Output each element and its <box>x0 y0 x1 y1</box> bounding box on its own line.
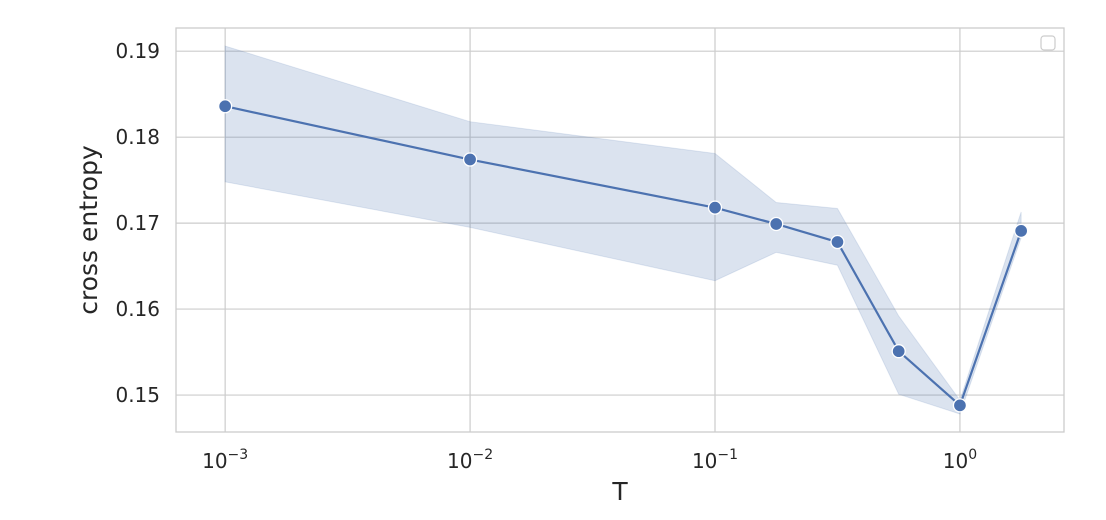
legend-box <box>1040 35 1056 51</box>
y-tick-label: 0.18 <box>115 125 160 149</box>
data-points <box>217 99 1029 413</box>
y-axis-title: cross entropy <box>74 145 103 315</box>
x-axis-title: T <box>611 477 628 506</box>
data-point <box>462 152 478 167</box>
series-line <box>224 105 1023 408</box>
x-tick-label: 10−1 <box>692 447 738 473</box>
y-tick-label: 0.15 <box>115 383 160 407</box>
data-point <box>952 398 968 413</box>
x-tick-label: 100 <box>943 447 977 473</box>
grid <box>176 28 1064 432</box>
data-point <box>830 234 845 250</box>
data-point <box>769 216 784 232</box>
data-point <box>707 200 723 215</box>
series-polyline <box>224 105 1023 408</box>
plot-area <box>176 28 1064 432</box>
x-tick-label: 10−3 <box>202 447 248 473</box>
plot-frame <box>175 27 1065 433</box>
x-tick-labels: 10−3 10−2 10−1 100 <box>202 447 977 473</box>
x-tick-label: 10−2 <box>447 447 493 473</box>
data-point <box>891 344 906 359</box>
data-point <box>217 99 233 114</box>
y-tick-label: 0.19 <box>115 39 160 63</box>
y-tick-label: 0.17 <box>115 211 160 235</box>
y-tick-label: 0.16 <box>115 297 160 321</box>
data-point <box>1013 223 1029 239</box>
y-tick-labels: 0.15 0.16 0.17 0.18 0.19 <box>115 39 160 407</box>
